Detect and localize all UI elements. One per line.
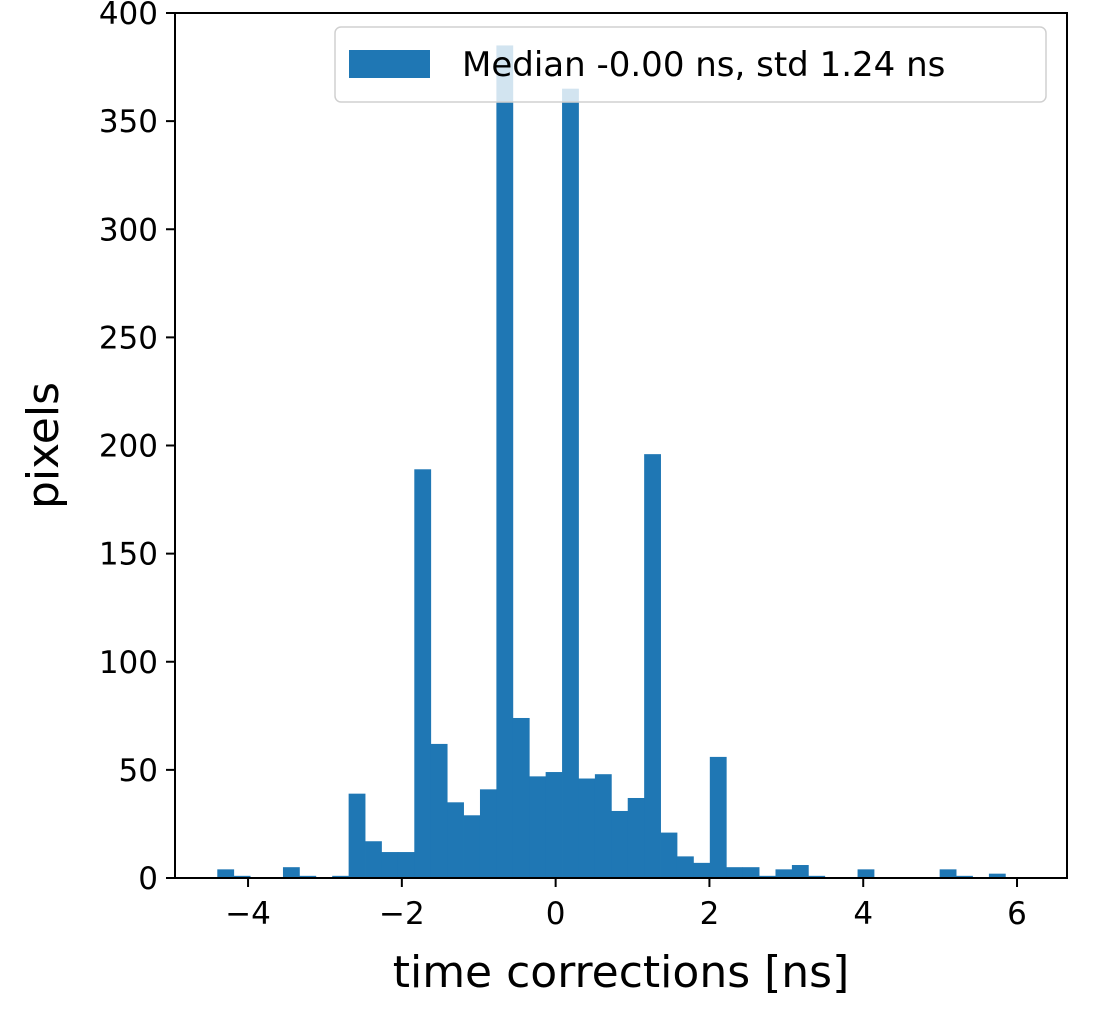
histogram-bar bbox=[299, 875, 317, 878]
histogram-bar bbox=[660, 832, 678, 878]
histogram-bar bbox=[775, 869, 793, 878]
histogram-bar bbox=[594, 774, 612, 878]
histogram-bar bbox=[644, 454, 661, 878]
legend: Median -0.00 ns, std 1.24 ns bbox=[334, 26, 1047, 103]
x-tick-label: 0 bbox=[546, 896, 566, 932]
histogram-bar bbox=[282, 867, 300, 878]
histogram-bar bbox=[397, 852, 415, 878]
histogram-bar bbox=[726, 867, 744, 878]
histogram-bar bbox=[611, 810, 629, 878]
histogram-bar bbox=[956, 875, 973, 878]
y-tick-label: 50 bbox=[119, 753, 158, 789]
histogram-bar bbox=[939, 869, 957, 878]
y-tick-label: 100 bbox=[99, 645, 158, 681]
histogram-bar bbox=[709, 756, 727, 878]
histogram-bar bbox=[479, 789, 497, 878]
histogram-bar bbox=[512, 717, 530, 878]
x-tick-label: 6 bbox=[1007, 896, 1027, 932]
histogram-bar bbox=[742, 867, 760, 878]
histogram-bar bbox=[447, 802, 464, 878]
histogram-bar bbox=[988, 873, 1006, 878]
histogram-bar bbox=[676, 856, 694, 879]
histogram-bar bbox=[217, 869, 235, 878]
histogram-bar bbox=[759, 875, 776, 878]
histogram-bar bbox=[791, 865, 809, 878]
histogram-bar bbox=[381, 852, 399, 878]
y-tick-label: 150 bbox=[99, 537, 158, 573]
histogram-bar bbox=[808, 875, 826, 878]
y-tick-label: 300 bbox=[99, 212, 158, 248]
histogram-bar bbox=[529, 776, 547, 878]
histogram-bar bbox=[562, 88, 579, 878]
legend-swatch bbox=[349, 50, 430, 78]
y-ticks: 0 50 100 150 200 250 300 350 400 bbox=[99, 0, 175, 897]
histogram-bar bbox=[332, 875, 350, 878]
histogram-bar bbox=[233, 875, 251, 878]
histogram-bar bbox=[348, 793, 366, 878]
histogram-bar bbox=[365, 841, 382, 878]
y-tick-label: 200 bbox=[99, 429, 158, 465]
y-tick-label: 250 bbox=[99, 320, 158, 356]
histogram-bar bbox=[578, 778, 596, 878]
histogram-bar bbox=[693, 862, 711, 878]
histogram-bar bbox=[545, 772, 563, 878]
plot-frame bbox=[174, 12, 1068, 879]
x-tick-label: −2 bbox=[379, 896, 425, 932]
histogram-bar bbox=[496, 45, 514, 878]
y-axis-title: pixels bbox=[18, 382, 69, 509]
x-axis-title: time corrections [ns] bbox=[393, 947, 850, 998]
y-tick-label: 0 bbox=[138, 861, 158, 897]
legend-box bbox=[334, 26, 1047, 103]
x-tick-label: 4 bbox=[853, 896, 873, 932]
bars-layer bbox=[217, 45, 1006, 879]
x-tick-label: 2 bbox=[700, 896, 720, 932]
histogram-bar bbox=[414, 469, 432, 878]
histogram-bar bbox=[857, 869, 875, 878]
y-tick-label: 350 bbox=[99, 104, 158, 140]
y-tick-label: 400 bbox=[99, 0, 158, 32]
histogram-bar bbox=[627, 797, 645, 878]
legend-label: Median -0.00 ns, std 1.24 ns bbox=[462, 45, 945, 85]
histogram-bar bbox=[430, 743, 448, 878]
x-tick-label: −4 bbox=[225, 896, 271, 932]
histogram-bar bbox=[463, 815, 481, 878]
x-ticks: −4 −2 0 2 4 6 bbox=[225, 878, 1027, 932]
